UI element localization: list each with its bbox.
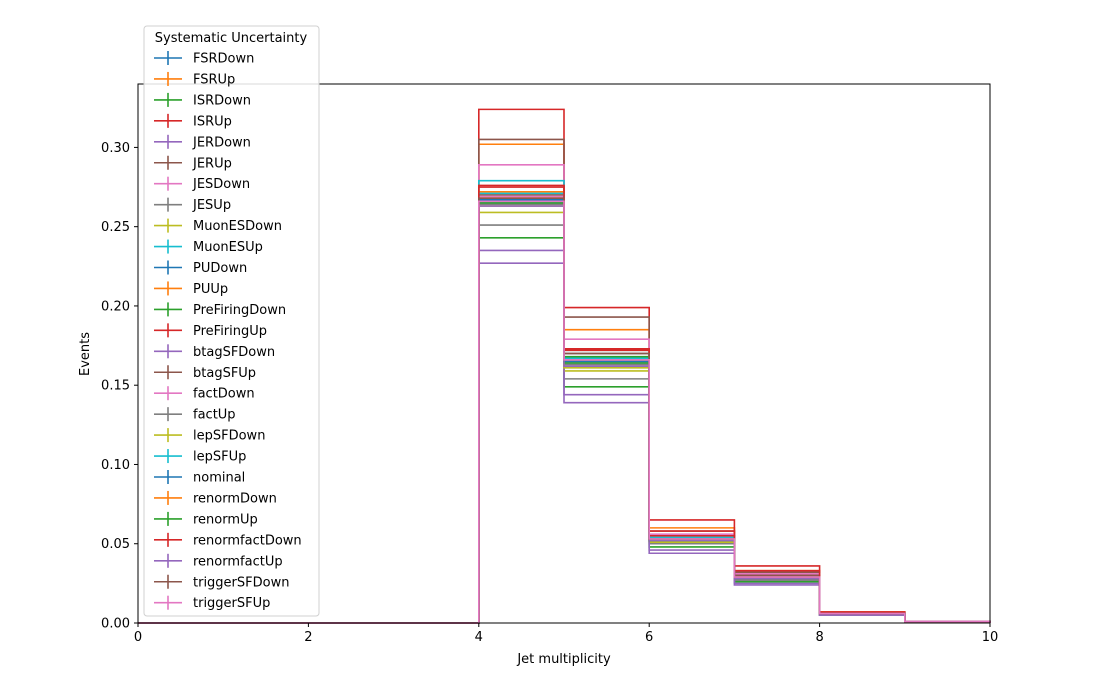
legend-label: lepSFUp [193,450,246,465]
y-axis-label: Events [78,332,93,376]
y-axis-ticks: 0.00 0.05 0.10 0.15 0.20 0.25 0.30 [101,141,138,632]
legend-entry-JESUp: JESUp [154,197,231,213]
legend-entry-lepSFDown: lepSFDown [154,428,265,444]
legend-entry-triggerSFUp: triggerSFUp [154,595,270,611]
legend-label: triggerSFDown [193,575,289,590]
x-tick-label: 0 [134,630,142,645]
legend-title: Systematic Uncertainty [155,31,308,46]
legend-label: MuonESDown [193,219,282,234]
legend-entry-FSRDown: FSRDown [154,51,254,67]
x-tick-label: 6 [645,630,653,645]
legend-entry-btagSFUp: btagSFUp [154,365,256,381]
x-tick-label: 4 [475,630,483,645]
legend-label: renormUp [193,512,258,527]
x-axis-label: Jet multiplicity [516,652,611,667]
legend-entries: FSRDown FSRUp ISRDown ISRUp JERDown JERUp JESD… [154,51,302,611]
legend-label: PreFiringUp [193,324,267,339]
legend-entry-renormUp: renormUp [154,511,258,527]
legend-entry-ISRDown: ISRDown [154,92,251,108]
legend-entry-FSRUp: FSRUp [154,71,235,87]
legend-label: PreFiringDown [193,303,286,318]
legend-label: lepSFDown [193,429,265,444]
legend-label: factDown [193,387,255,402]
legend-entry-factUp: factUp [154,407,236,423]
legend-label: PUUp [193,282,228,297]
legend-entry-btagSFDown: btagSFDown [154,344,275,360]
legend-entry-factDown: factDown [154,386,255,402]
legend-entry-PreFiringUp: PreFiringUp [154,323,267,339]
legend-label: btagSFUp [193,366,256,381]
legend-entry-PUUp: PUUp [154,281,228,297]
legend-label: PUDown [193,261,247,276]
legend-label: MuonESUp [193,240,263,255]
legend-entry-MuonESUp: MuonESUp [154,239,263,255]
y-tick-label: 0.25 [101,220,130,235]
legend-entry-PreFiringDown: PreFiringDown [154,302,286,318]
legend-entry-JESDown: JESDown [154,176,250,192]
legend-label: ISRUp [193,114,232,129]
plot-frame [137,83,991,624]
legend-entry-ISRUp: ISRUp [154,113,232,129]
legend-label: renormfactUp [193,554,283,569]
x-tick-label: 10 [982,630,999,645]
legend-label: JESDown [192,177,250,192]
legend-label: nominal [193,471,245,486]
y-tick-label: 0.20 [101,299,130,314]
legend-label: btagSFDown [193,345,275,360]
legend-entry-nominal: nominal [154,470,245,486]
legend-entry-JERDown: JERDown [154,134,251,150]
legend-label: factUp [193,408,236,423]
y-tick-label: 0.10 [101,458,130,473]
legend-label: FSRUp [193,72,235,87]
legend-label: renormfactDown [193,533,302,548]
legend-box [143,25,320,617]
legend-label: triggerSFUp [193,596,270,611]
x-tick-label: 8 [815,630,823,645]
y-tick-label: 0.00 [101,617,130,632]
legend-entry-renormfactUp: renormfactUp [154,553,283,569]
x-tick-label: 2 [304,630,312,645]
legend-entry-renormDown: renormDown [154,490,277,506]
legend-entry-lepSFUp: lepSFUp [154,449,246,465]
x-axis-ticks: 0 2 4 6 8 10 [134,623,998,645]
legend-entry-PUDown: PUDown [154,260,247,276]
legend-label: renormDown [193,491,277,506]
legend: Systematic Uncertainty FSRDown FSRUp ISRDo… [143,25,320,617]
legend-label: JERUp [192,156,232,171]
legend-label: JESUp [192,198,231,213]
y-tick-label: 0.05 [101,537,130,552]
legend-entry-renormfactDown: renormfactDown [154,532,302,548]
y-tick-label: 0.15 [101,379,130,394]
legend-label: FSRDown [193,52,254,67]
legend-entry-triggerSFDown: triggerSFDown [154,574,289,590]
legend-entry-JERUp: JERUp [154,155,232,171]
legend-entry-MuonESDown: MuonESDown [154,218,282,234]
legend-label: JERDown [192,135,251,150]
y-tick-label: 0.30 [101,141,130,156]
legend-label: ISRDown [193,93,251,108]
